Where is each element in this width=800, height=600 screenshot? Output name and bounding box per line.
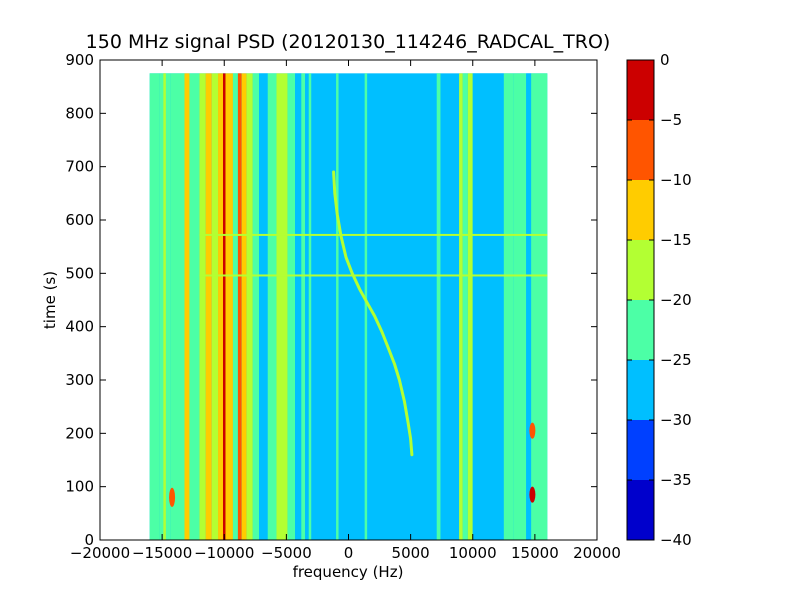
colorbar: 0 −5 −10 −15 −20 −25 −30 −35 −40	[626, 51, 692, 549]
y-tick-label-4: 400	[65, 318, 94, 336]
spectrogram-heatmap	[149, 73, 548, 540]
colorbar-segment-0	[627, 480, 654, 540]
y-tick-label-3: 300	[65, 371, 94, 389]
colorbar-tick-label-4: −20	[660, 291, 692, 309]
heatmap-band-7	[205, 73, 212, 540]
x-tick-label-6: 10000	[449, 544, 497, 562]
y-axis-ticks: 0 100 200 300 400 500 600 700 800 900	[65, 51, 597, 549]
x-tick-label-0: −20000	[70, 544, 130, 562]
heatmap-band-31	[503, 73, 514, 540]
colorbar-segment-4	[627, 240, 654, 300]
heatmap-hot-spot-1	[529, 422, 536, 439]
y-tick-label-6: 600	[65, 211, 94, 229]
heatmap-band-2	[163, 73, 166, 540]
heatmap-band-0	[149, 73, 160, 540]
heatmap-band-21	[295, 73, 302, 540]
y-axis-label: time (s)	[41, 271, 59, 329]
y-tick-label-5: 500	[65, 264, 94, 282]
heatmap-band-34	[531, 73, 548, 540]
heatmap-band-22	[301, 73, 306, 540]
colorbar-tick-label-5: −25	[660, 351, 692, 369]
colorbar-tick-label-6: −30	[660, 411, 692, 429]
x-tick-label-1: −15000	[132, 544, 192, 562]
heatmap-band-12	[232, 73, 238, 540]
colorbar-tick-label-2: −10	[660, 171, 692, 189]
heatmap-horizontal-line-0	[199, 233, 548, 236]
heatmap-band-19	[276, 73, 288, 540]
heatmap-band-10	[223, 73, 226, 540]
heatmap-band-9	[218, 73, 224, 540]
heatmap-band-27	[459, 73, 463, 540]
colorbar-segment-5	[627, 180, 654, 240]
heatmap-band-33	[526, 73, 532, 540]
chart-title: 150 MHz signal PSD (20120130_114246_RADC…	[86, 31, 611, 53]
heatmap-band-20	[287, 73, 296, 540]
heatmap-band-32	[513, 73, 527, 540]
heatmap-band-28	[462, 73, 468, 540]
x-tick-label-4: 0	[344, 544, 354, 562]
heatmap-band-5	[189, 73, 200, 540]
x-tick-label-5: 5000	[392, 544, 430, 562]
x-tick-label-3: −5000	[261, 544, 312, 562]
x-tick-label-8: 20000	[573, 544, 621, 562]
heatmap-hot-spot-2	[529, 486, 536, 503]
heatmap-band-29	[467, 73, 473, 540]
colorbar-segment-6	[627, 120, 654, 180]
heatmap-band-8	[211, 73, 219, 540]
heatmap-sweep-trace	[332, 170, 414, 457]
x-tick-label-2: −10000	[194, 544, 254, 562]
heatmap-band-24	[336, 73, 339, 540]
heatmap-band-23	[308, 73, 312, 540]
x-axis-label: frequency (Hz)	[293, 563, 404, 581]
colorbar-tick-label-8: −40	[660, 531, 692, 549]
y-tick-label-2: 200	[65, 424, 94, 442]
heatmap-band-25	[364, 73, 368, 540]
colorbar-segment-3	[627, 300, 654, 360]
x-tick-label-7: 15000	[511, 544, 559, 562]
heatmap-band-13	[237, 73, 242, 540]
heatmap-band-17	[259, 73, 268, 540]
heatmap-band-6	[199, 73, 206, 540]
heatmap-band-15	[246, 73, 253, 540]
colorbar-segment-2	[627, 360, 654, 420]
y-tick-label-7: 700	[65, 158, 94, 176]
heatmap-band-14	[241, 73, 247, 540]
colorbar-tick-label-1: −5	[660, 111, 682, 129]
y-tick-label-0: 0	[84, 531, 94, 549]
heatmap-band-3	[170, 73, 185, 540]
y-tick-label-8: 800	[65, 104, 94, 122]
y-tick-label-1: 100	[65, 478, 94, 496]
heatmap-band-4	[184, 73, 190, 540]
heatmap-band-18	[267, 73, 277, 540]
colorbar-segment-1	[627, 420, 654, 480]
spectrogram-plot-area	[99, 59, 598, 541]
heatmap-band-26	[436, 73, 441, 540]
heatmap-band-16	[252, 73, 260, 540]
y-tick-label-9: 900	[65, 51, 94, 69]
heatmap-horizontal-line-1	[199, 274, 548, 277]
heatmap-hot-spot-0	[169, 487, 176, 507]
colorbar-tick-label-3: −15	[660, 231, 692, 249]
heatmap-band-11	[225, 73, 233, 540]
colorbar-tick-label-7: −35	[660, 471, 692, 489]
colorbar-tick-label-0: 0	[660, 51, 670, 69]
heatmap-band-30	[472, 73, 504, 540]
x-axis-ticks: −20000 −15000 −10000 −5000 0 5000 10000 15000 20…	[70, 60, 621, 562]
colorbar-segment-7	[627, 60, 654, 120]
